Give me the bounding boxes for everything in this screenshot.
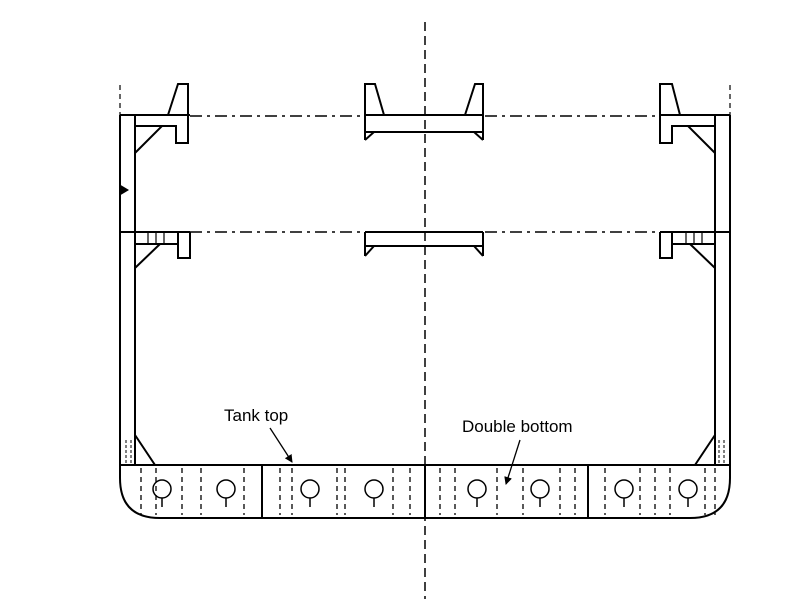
double-bottom-label: Double bottom <box>462 417 573 436</box>
port-second-deck-girder <box>134 232 191 269</box>
tank-top-leader-arrow <box>269 427 293 463</box>
center-upper-deck-girder <box>364 83 484 141</box>
lightening-hole <box>300 479 320 499</box>
starboard-second-deck-girder <box>659 232 716 269</box>
double-bottom-outline <box>119 464 731 519</box>
starboard-upper-deck-girder <box>659 83 716 154</box>
port-bilge-bracket <box>125 434 156 466</box>
double-bottom-floors <box>140 468 716 515</box>
tank-top-label: Tank top <box>224 406 288 425</box>
port-upper-deck-girder <box>134 83 189 154</box>
starboard-side-frame <box>714 85 731 465</box>
double-bottom-leader-arrow <box>504 439 521 485</box>
lightening-hole <box>364 479 384 499</box>
lightening-holes <box>152 479 698 507</box>
lightening-hole <box>530 479 550 499</box>
lightening-hole <box>467 479 487 499</box>
side-marker-arrow-icon <box>119 184 129 196</box>
lightening-hole <box>614 479 634 499</box>
center-second-deck-girder <box>364 231 484 257</box>
port-side-frame <box>119 85 136 465</box>
upper-deck <box>120 114 730 117</box>
lightening-hole <box>678 479 698 499</box>
lightening-hole <box>216 479 236 499</box>
starboard-bilge-bracket <box>694 434 725 466</box>
